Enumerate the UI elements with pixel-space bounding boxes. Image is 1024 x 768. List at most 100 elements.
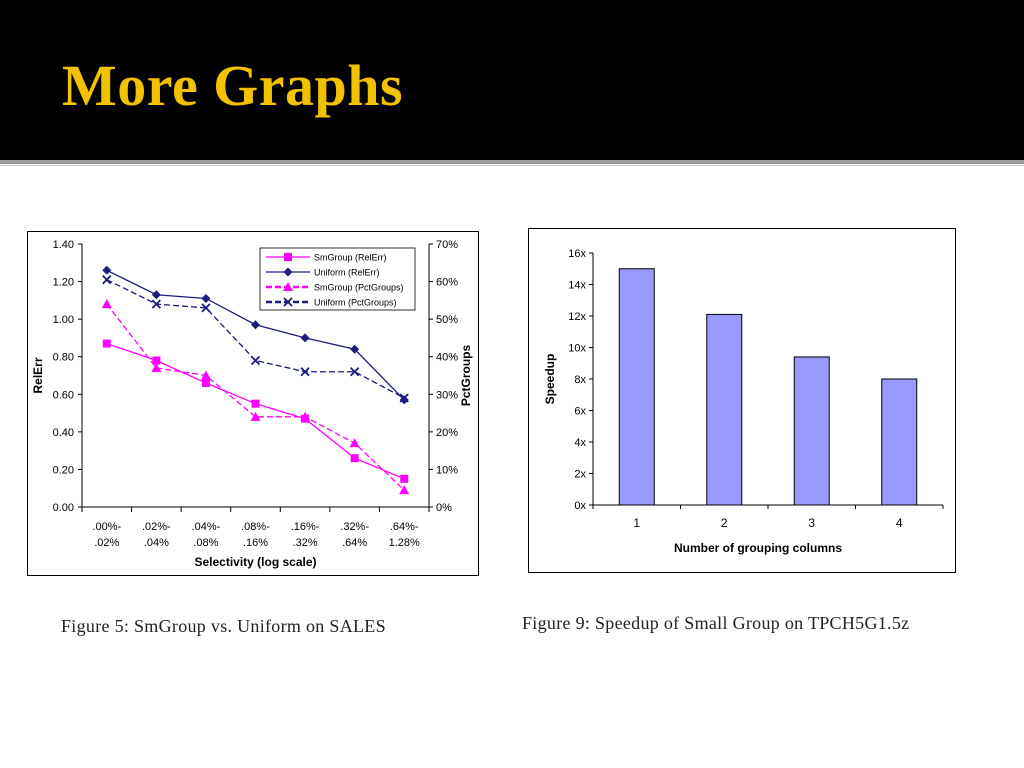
- data-point: [201, 303, 211, 313]
- x-tick-label: 1: [633, 516, 640, 530]
- data-point: [350, 344, 360, 354]
- data-point: [250, 411, 261, 421]
- x-tick-label: .08%-: [241, 521, 270, 533]
- series-line: [106, 303, 405, 491]
- legend: SmGroup (RelErr) Uniform (RelErr) SmGroup …: [259, 247, 416, 311]
- series-line: [106, 342, 405, 480]
- x-tick-label: .16%-: [291, 521, 320, 533]
- x-tick-label: 2: [721, 516, 728, 530]
- left-axis-title: RelErr: [31, 357, 45, 393]
- left-tick-label: 1.20: [53, 277, 74, 289]
- data-point: [349, 438, 360, 448]
- right-tick-label: 0%: [436, 502, 452, 514]
- legend-item: SmGroup (PctGroups): [266, 282, 404, 293]
- data-point: [151, 290, 161, 300]
- x-tick-label: .00%-: [92, 521, 121, 533]
- data-point: [250, 355, 261, 366]
- data-point: [399, 485, 410, 495]
- x-tick-label: 3: [808, 516, 815, 530]
- left-tick-label: 0.60: [53, 389, 74, 401]
- y-tick-label: 8x: [574, 374, 586, 386]
- y-tick-label: 12x: [568, 311, 586, 323]
- speedup-chart-svg: 0x 2x 4x 6x 8x 10x 12x 14x 16x 1 2 3 4 Number of grou…: [543, 248, 944, 555]
- bar: [618, 268, 655, 506]
- right-tick-label: 30%: [436, 389, 458, 401]
- legend-label: SmGroup (RelErr): [314, 253, 387, 263]
- y-tick-label: 0x: [574, 500, 586, 512]
- data-point: [300, 367, 310, 377]
- legend-item: Uniform (RelErr): [266, 267, 380, 278]
- data-point: [300, 411, 311, 421]
- data-point: [102, 339, 111, 348]
- data-point: [101, 299, 112, 309]
- relerr-chart-svg: 0.00 0.20 0.40 0.60 0.80 1.00 1.20 1.40 0% 10% 20%…: [31, 239, 473, 569]
- legend-label: Uniform (PctGroups): [314, 298, 397, 308]
- bar: [793, 356, 830, 506]
- y-tick-label: 10x: [568, 343, 586, 355]
- data-point: [350, 367, 360, 377]
- legend-label: SmGroup (PctGroups): [314, 283, 404, 293]
- slide-header: [0, 0, 1024, 160]
- data-point: [350, 454, 359, 463]
- right-tick-label: 10%: [436, 464, 458, 476]
- left-tick-label: 1.00: [53, 314, 74, 326]
- data-point: [102, 275, 112, 285]
- data-point: [251, 320, 260, 330]
- data-point: [152, 356, 161, 365]
- x-tick-label: 1.28%: [389, 537, 420, 549]
- bar: [706, 313, 743, 506]
- x-axis-title: Number of grouping columns: [674, 541, 842, 555]
- data-point: [102, 265, 112, 275]
- right-tick-label: 20%: [436, 427, 458, 439]
- x-tick-label: .04%-: [192, 521, 221, 533]
- data-point: [400, 474, 409, 483]
- series-2: [101, 299, 410, 495]
- y-tick-label: 14x: [568, 280, 586, 292]
- x-tick-label: .64%: [342, 537, 367, 549]
- x-tick-label: .32%-: [340, 521, 369, 533]
- right-tick-label: 40%: [436, 352, 458, 364]
- x-tick-label: 4: [896, 516, 903, 530]
- y-tick-label: 4x: [574, 437, 586, 449]
- x-tick-label: .04%: [144, 537, 169, 549]
- data-point: [251, 399, 260, 408]
- left-tick-label: 1.40: [53, 239, 74, 251]
- x-tick-label: .02%: [94, 537, 119, 549]
- x-tick-label: .08%: [193, 537, 218, 549]
- data-point: [399, 393, 409, 403]
- bar: [881, 378, 918, 506]
- x-tick-label: .02%-: [142, 521, 171, 533]
- figure-9-caption: Figure 9: Speedup of Small Group on TPCH…: [522, 613, 910, 633]
- figure-5-caption: Figure 5: SmGroup vs. Uniform on SALES: [61, 616, 386, 636]
- header-rule: [0, 160, 1024, 164]
- data-point: [151, 299, 161, 309]
- data-point: [201, 293, 211, 303]
- y-tick-label: 16x: [568, 248, 586, 260]
- left-tick-label: 0.40: [53, 427, 74, 439]
- relerr-line-chart: 0.00 0.20 0.40 0.60 0.80 1.00 1.20 1.40 0% 10% 20%…: [27, 231, 479, 576]
- data-point: [399, 395, 409, 405]
- right-tick-label: 60%: [436, 277, 458, 289]
- x-tick-label: .32%: [293, 537, 318, 549]
- legend-marker: [283, 282, 293, 291]
- legend-marker: [283, 267, 293, 277]
- data-point: [151, 362, 162, 372]
- x-axis-title: Selectivity (log scale): [194, 555, 316, 569]
- left-tick-label: 0.20: [53, 464, 74, 476]
- series-1: [102, 265, 409, 405]
- data-point: [201, 379, 210, 388]
- data-point: [300, 333, 310, 343]
- right-tick-label: 50%: [436, 314, 458, 326]
- series-3: [102, 275, 409, 403]
- x-tick-label: .64%-: [390, 521, 419, 533]
- right-axis-title: PctGroups: [459, 345, 473, 407]
- slide-title: More Graphs: [62, 53, 404, 118]
- legend-marker: [283, 297, 293, 307]
- y-axis-title: Speedup: [543, 354, 557, 405]
- speedup-bar-chart: 0x 2x 4x 6x 8x 10x 12x 14x 16x 1 2 3 4 Number of grou…: [528, 228, 956, 573]
- legend-label: Uniform (RelErr): [314, 268, 380, 278]
- x-tick-label: .16%: [243, 537, 268, 549]
- legend-item: SmGroup (RelErr): [266, 253, 387, 263]
- legend-item: Uniform (PctGroups): [266, 297, 397, 308]
- y-tick-label: 6x: [574, 406, 586, 418]
